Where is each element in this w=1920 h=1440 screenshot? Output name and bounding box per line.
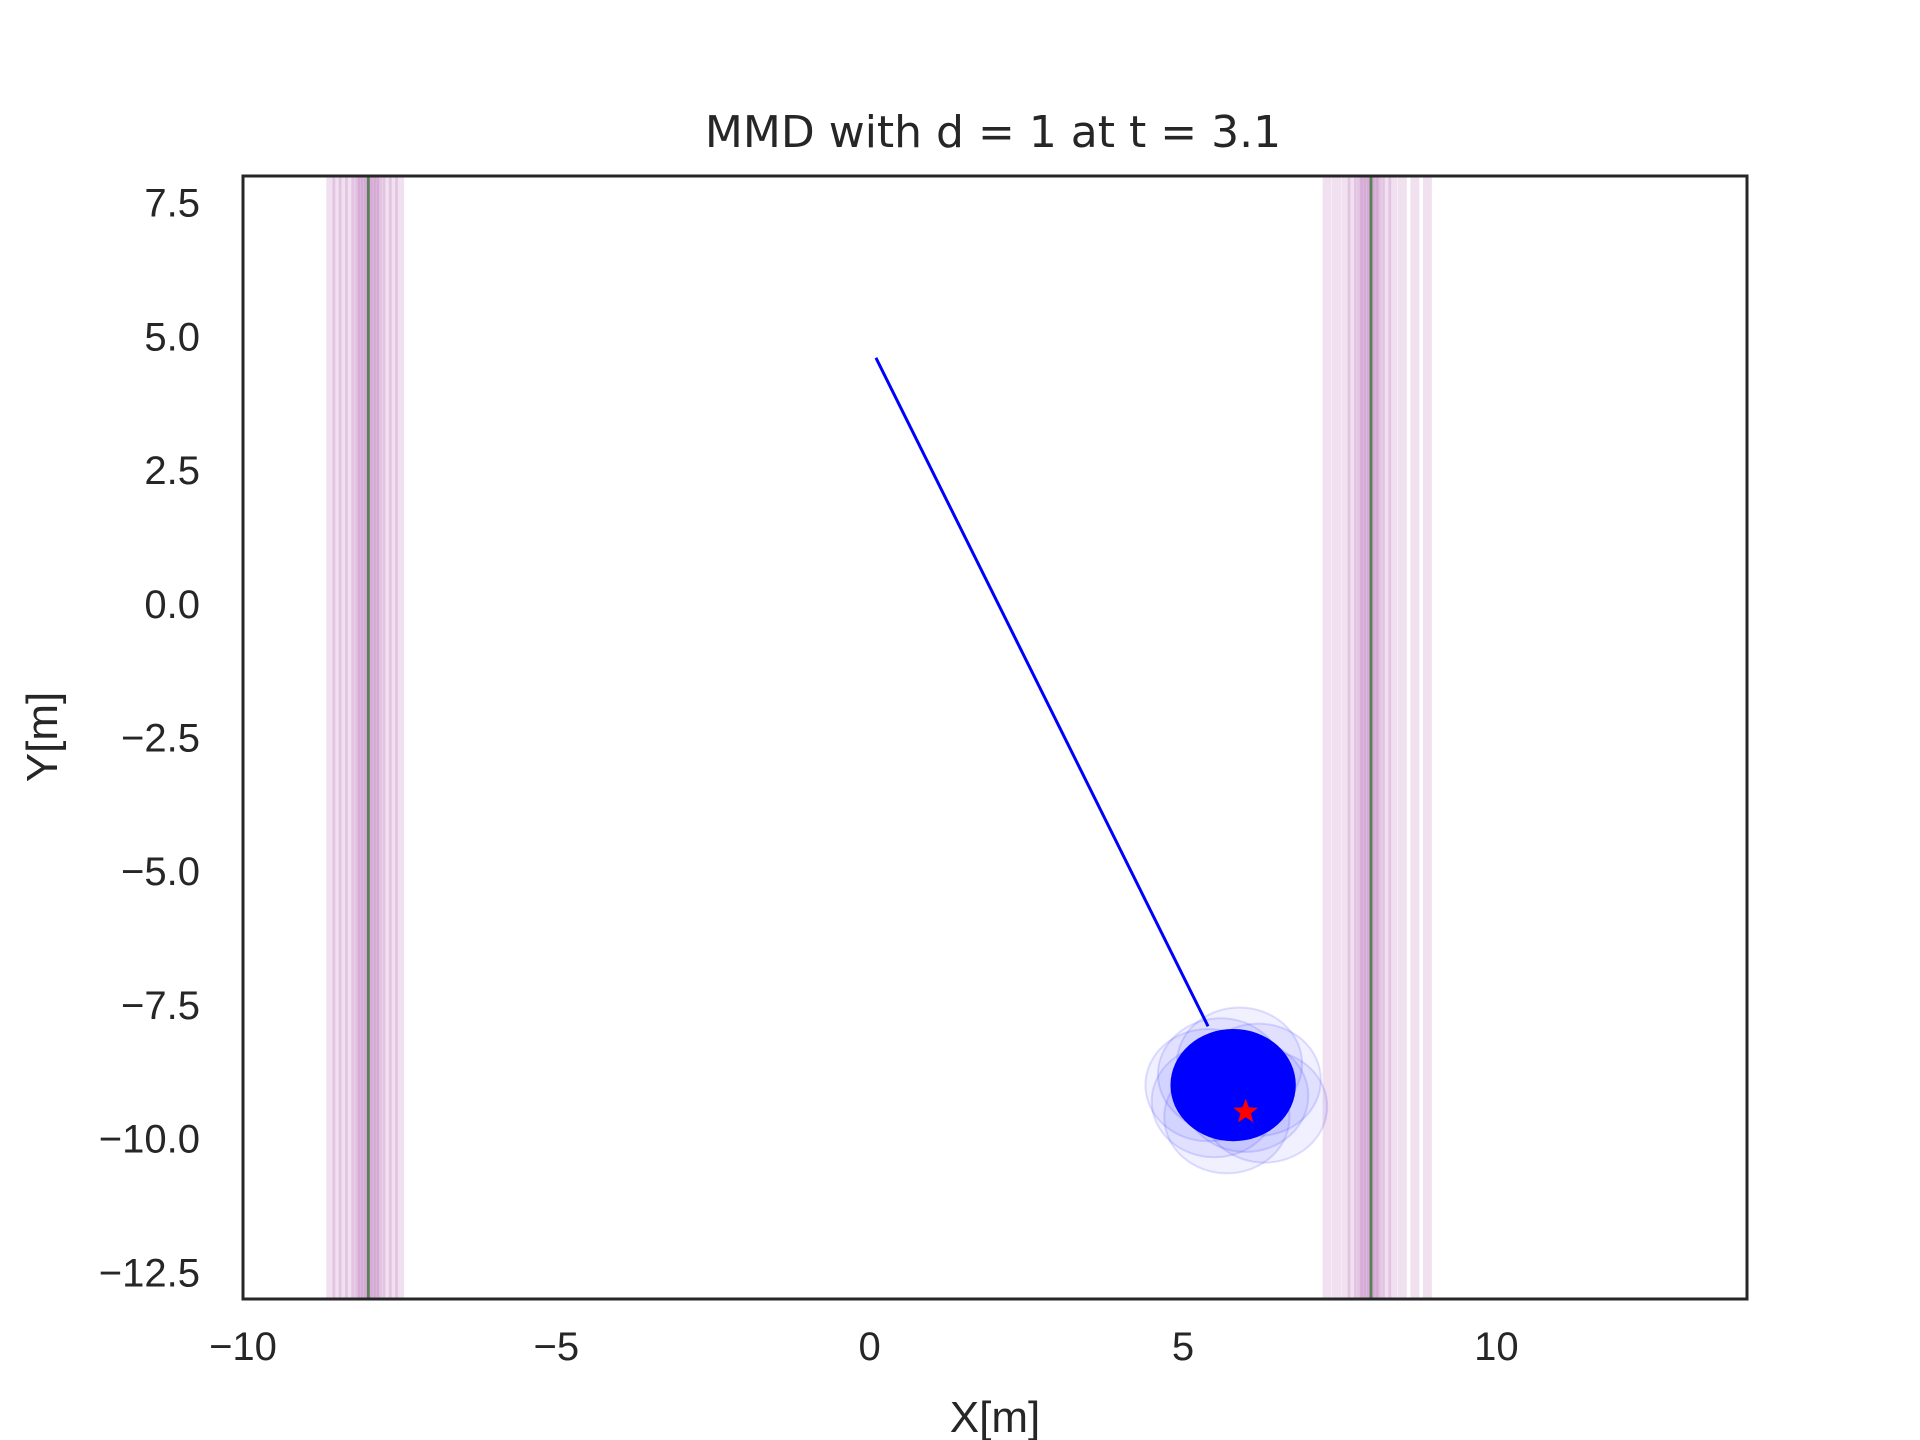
x-axis-label: X[m] [950,1393,1040,1440]
x-tick-label: −5 [534,1325,580,1369]
plot-area [326,176,1432,1299]
agent-ellipse [1170,1028,1296,1142]
y-tick-label: −7.5 [121,984,200,1028]
chart-title: MMD with d = 1 at t = 3.1 [705,107,1281,158]
y-tick-label: 2.5 [144,449,200,493]
y-tick-label: −10.0 [99,1118,200,1162]
y-axis-label: Y[m] [18,692,67,782]
x-tick-label: 5 [1172,1325,1194,1369]
y-tick-label: −5.0 [121,850,200,894]
x-tick-label: 0 [859,1325,881,1369]
y-tick-label: 7.5 [144,182,200,226]
y-tick-label: 0.0 [144,583,200,627]
trajectory-line [874,357,1210,1027]
y-tick-label: 5.0 [144,315,200,359]
y-tick-label: −12.5 [99,1251,200,1295]
plot-frame [241,174,1749,1301]
goal-star-marker [1233,1098,1258,1123]
x-tick-label: 10 [1474,1325,1519,1369]
axis-ticks: −10 −5 0 5 10 7.5 5.0 2.5 0.0 −2.5 −5.0 −7.5 −10.0 −1… [99,182,1519,1369]
x-tick-label: −10 [209,1325,277,1369]
y-tick-label: −2.5 [121,717,200,761]
